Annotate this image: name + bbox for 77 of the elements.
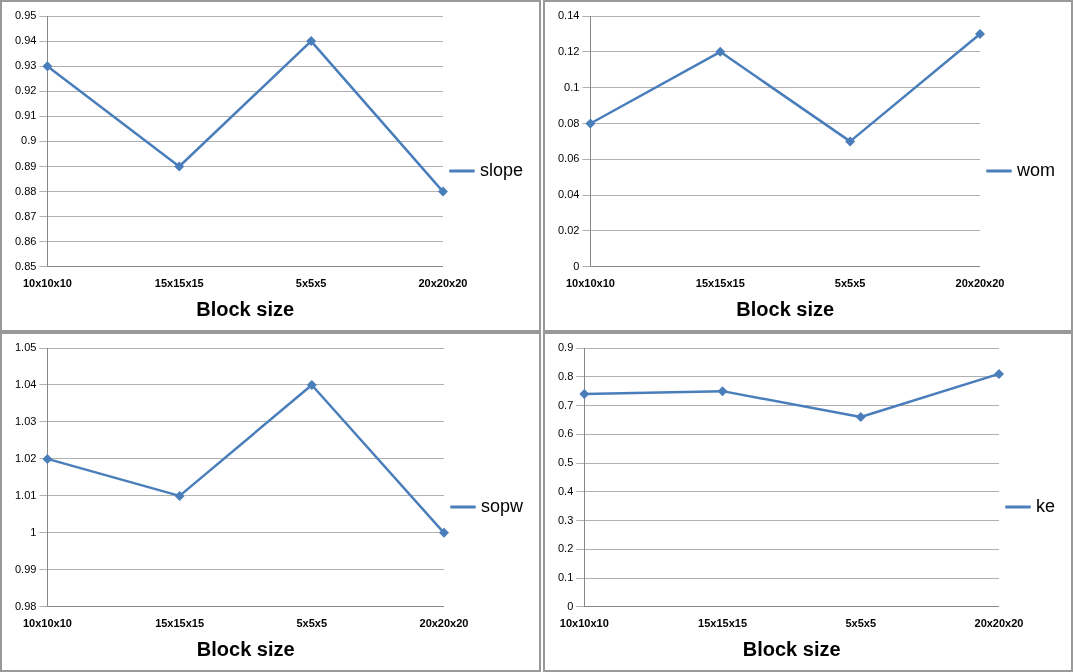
x-tick-label: 15x15x15: [695, 277, 745, 290]
y-tick-label: 1.04: [14, 378, 37, 390]
x-tick-label: 10x10x10: [22, 617, 72, 630]
x-axis-title: Block size: [196, 297, 295, 320]
y-tick-label: 0.5: [557, 456, 574, 469]
y-tick-label: 1: [30, 525, 37, 538]
y-tick-label: 0.87: [14, 209, 37, 222]
point: [579, 389, 590, 400]
y-tick-label: 0.8: [557, 369, 574, 382]
y-tick-label: 1.01: [14, 488, 37, 501]
x-tick-label: 10x10x10: [559, 617, 609, 630]
y-tick-label: 0.6: [557, 427, 574, 440]
legend-label: wom: [1016, 159, 1056, 180]
y-tick-label: 1.02: [14, 451, 37, 464]
point: [855, 412, 866, 423]
x-tick-label: 15x15x15: [155, 617, 205, 630]
point: [42, 453, 53, 464]
y-tick-label: 0.95: [14, 9, 37, 22]
y-tick-label: 0.94: [14, 34, 37, 47]
x-tick-label: 20x20x20: [419, 617, 469, 630]
y-tick-label: 0.04: [557, 188, 580, 201]
point: [993, 368, 1004, 379]
x-tick-label: 20x20x20: [955, 277, 1005, 290]
y-tick-label: 0.4: [557, 484, 574, 497]
y-tick-label: 0.08: [557, 116, 580, 129]
x-tick-label: 10x10x10: [565, 277, 615, 290]
y-tick-label: 0.99: [14, 562, 37, 575]
x-tick-label: 15x15x15: [154, 277, 204, 290]
y-tick-label: 0.92: [14, 84, 37, 97]
point: [174, 490, 185, 501]
y-tick-label: 0.3: [557, 513, 574, 526]
x-tick-label: 20x20x20: [974, 617, 1024, 630]
y-tick-label: 0.91: [14, 109, 37, 122]
x-tick-label: 5x5x5: [296, 617, 328, 630]
y-tick-label: 0.7: [557, 398, 574, 411]
x-tick-label: 10x10x10: [22, 277, 72, 290]
point: [306, 36, 317, 47]
y-tick-label: 0.9: [21, 134, 37, 147]
point: [975, 28, 985, 39]
point: [585, 118, 596, 129]
y-tick-label: 0: [567, 599, 574, 612]
y-tick-label: 0.02: [557, 224, 580, 236]
y-tick-label: 0.14: [557, 9, 580, 22]
point: [438, 527, 449, 538]
x-axis-title: Block size: [196, 637, 295, 660]
x-tick-label: 15x15x15: [698, 617, 747, 630]
y-tick-label: 0.12: [557, 44, 580, 57]
y-tick-label: 0.1: [564, 80, 580, 93]
x-tick-label: 5x5x5: [834, 277, 866, 290]
y-tick-label: 0.98: [14, 599, 37, 612]
y-tick-label: 0: [573, 259, 580, 272]
y-tick-label: 0.1: [557, 571, 574, 584]
point: [717, 386, 728, 397]
y-tick-label: 0.9: [557, 341, 574, 354]
x-axis-title: Block size: [742, 637, 841, 660]
y-tick-label: 0.86: [14, 234, 37, 247]
point: [306, 379, 317, 390]
y-tick-label: 0.89: [14, 159, 37, 172]
x-tick-label: 5x5x5: [845, 617, 877, 630]
y-tick-label: 0.88: [14, 184, 37, 197]
x-axis-title: Block size: [736, 297, 835, 320]
point: [437, 186, 448, 197]
y-tick-label: 1.03: [14, 414, 37, 427]
y-tick-label: 1.05: [14, 341, 37, 354]
x-tick-label: 5x5x5: [295, 277, 327, 290]
legend-label: ke: [1035, 495, 1055, 516]
y-tick-label: 0.93: [14, 59, 37, 72]
y-tick-label: 0.2: [557, 542, 574, 555]
legend-label: slope: [479, 159, 523, 180]
point: [845, 136, 856, 147]
y-tick-label: 0.06: [557, 152, 580, 165]
point: [42, 61, 53, 72]
point: [715, 46, 726, 57]
legend-label: sopw: [480, 495, 524, 516]
y-tick-label: 0.85: [14, 259, 37, 272]
point: [174, 161, 185, 172]
x-tick-label: 20x20x20: [418, 277, 468, 290]
